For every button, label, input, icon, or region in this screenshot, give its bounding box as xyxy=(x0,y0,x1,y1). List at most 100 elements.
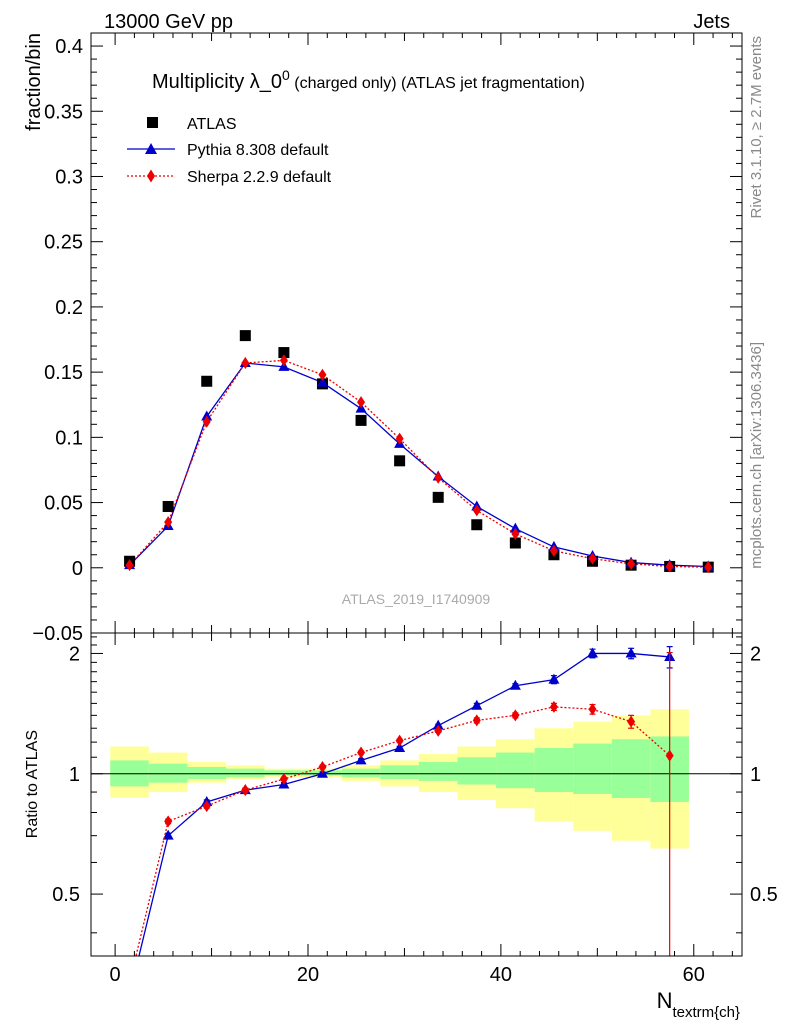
top-ytick-label: 0.35 xyxy=(44,101,83,123)
bottom-ylabel: Ratio to ATLAS xyxy=(24,730,41,838)
ratio-bands xyxy=(91,709,742,849)
sherpa-ratio-point xyxy=(395,734,404,747)
bottom-frame xyxy=(90,632,743,957)
legend: ATLAS Pythia 8.308 default Sherpa 2.2.9 … xyxy=(127,116,332,186)
bottom-ytick-label-right: 1 xyxy=(750,764,761,786)
legend-label-pythia: Pythia 8.308 default xyxy=(187,142,329,159)
atlas-point xyxy=(509,537,521,549)
xtick-label: 0 xyxy=(110,964,121,986)
top-ytick-label: 0.25 xyxy=(44,232,83,254)
xlabel-sub: textrm{ch} xyxy=(672,1004,740,1021)
sherpa-point xyxy=(357,396,366,409)
sherpa-ratio-point xyxy=(549,700,558,713)
watermark: ATLAS_2019_I1740909 xyxy=(342,591,491,607)
stat-uncertainty-band xyxy=(418,762,458,781)
atlas-point xyxy=(239,330,251,342)
legend-label-atlas: ATLAS xyxy=(187,116,237,133)
sherpa-ratio-point xyxy=(279,773,288,786)
pythia-point xyxy=(201,410,213,421)
sherpa-ratio-point xyxy=(511,709,520,722)
sherpa-point xyxy=(472,504,481,517)
legend-marker-atlas xyxy=(147,117,158,128)
sherpa-point xyxy=(434,471,443,484)
bottom-axes: 0.5 0.51 12 20 20 40 60 xyxy=(52,633,778,986)
sherpa-point xyxy=(164,516,173,529)
header-left: 13000 GeV pp xyxy=(104,11,233,33)
top-ytick-label: 0.4 xyxy=(55,36,83,58)
legend-label-sherpa: Sherpa 2.2.9 default xyxy=(187,169,332,186)
ratio-clip-group xyxy=(135,646,676,956)
legend-marker-pythia xyxy=(145,143,157,154)
pythia-line xyxy=(129,362,709,568)
atlas-point xyxy=(394,455,406,467)
top-marks xyxy=(124,330,714,574)
pythia-ratio-point xyxy=(162,829,174,840)
stat-uncertainty-band xyxy=(534,748,574,793)
bottom-ytick-label: 0.5 xyxy=(52,884,80,906)
top-axes: −0.05 0 0.05 0.1 0.15 0.2 0.25 0.3 0.35 0.4 xyxy=(32,33,742,645)
atlas-point xyxy=(471,519,483,531)
stat-uncertainty-band xyxy=(457,757,497,785)
xtick-label: 60 xyxy=(683,964,705,986)
sherpa-ratio-point xyxy=(665,749,674,762)
sherpa-ratio-point xyxy=(241,784,250,797)
sherpa-point xyxy=(511,527,520,540)
sherpa-ratio-point xyxy=(434,724,443,737)
sherpa-point xyxy=(395,432,404,445)
sherpa-line xyxy=(129,359,709,568)
pythia-ratio-point xyxy=(625,647,637,658)
stat-uncertainty-band xyxy=(264,770,304,776)
sherpa-ratio-point xyxy=(164,815,173,828)
stat-uncertainty-band xyxy=(573,743,612,794)
sherpa-point xyxy=(588,552,597,565)
sherpa-point xyxy=(549,544,558,557)
stat-uncertainty-band xyxy=(611,739,651,798)
bottom-ytick-label: 1 xyxy=(69,764,80,786)
atlas-point xyxy=(201,375,213,387)
pythia-ratio-point xyxy=(471,699,483,710)
bottom-ytick-label: 2 xyxy=(69,643,80,665)
sherpa-point xyxy=(279,354,288,367)
side-label-mcplots: mcplots.cern.ch [arXiv:1306.3436] xyxy=(748,342,765,569)
sherpa-ratio-line xyxy=(135,706,671,956)
stat-uncertainty-band xyxy=(226,768,265,778)
title-sup: 0 xyxy=(282,67,290,83)
sherpa-point xyxy=(704,561,713,574)
pythia-ratio-point xyxy=(355,754,367,765)
bottom-panel: 0.5 0.51 12 20 20 40 60 Ratio to ATLAS Ntextrm… xyxy=(24,632,778,1021)
pythia-ratio-point xyxy=(432,719,444,730)
bottom-ytick-label-right: 2 xyxy=(750,643,761,665)
title-main: Multiplicity λ_0 xyxy=(152,71,282,93)
xlabel-main: N xyxy=(657,988,673,1013)
pythia-ratio-point xyxy=(394,742,406,753)
sherpa-ratio-point xyxy=(202,800,211,813)
xtick-label: 20 xyxy=(297,964,319,986)
atlas-point xyxy=(278,347,290,359)
legend-marker-sherpa xyxy=(147,169,155,183)
title-suffix: (charged only) (ATLAS jet fragmentation) xyxy=(290,75,585,92)
top-ylabel: fraction/bin xyxy=(23,33,45,131)
header-right: Jets xyxy=(693,11,730,33)
sherpa-point xyxy=(241,357,250,369)
pythia-point xyxy=(316,376,328,387)
top-ytick-label: 0.2 xyxy=(55,297,83,319)
top-title: Multiplicity λ_00 (charged only) (ATLAS … xyxy=(152,67,585,93)
pythia-ratio-point xyxy=(587,647,599,658)
pythia-ratio-point xyxy=(548,673,560,684)
sherpa-ratio-point xyxy=(318,760,327,773)
side-label-rivet: Rivet 3.1.10, ≥ 2.7M events xyxy=(748,36,765,219)
top-panel: −0.05 0 0.05 0.1 0.15 0.2 0.25 0.3 0.35 0.4 Multi… xyxy=(23,32,743,645)
sherpa-ratio-point xyxy=(627,715,636,728)
sherpa-ratio-point xyxy=(472,714,481,727)
top-ytick-label: 0.1 xyxy=(55,427,83,449)
top-ytick-label: 0.05 xyxy=(44,493,83,515)
stat-uncertainty-band xyxy=(148,763,188,783)
xtick-label: 40 xyxy=(490,964,512,986)
sherpa-point xyxy=(627,557,636,570)
top-ytick-label: 0 xyxy=(72,558,83,580)
atlas-point xyxy=(162,500,174,512)
atlas-point xyxy=(432,491,444,503)
top-ytick-label: 0.15 xyxy=(44,362,83,384)
sherpa-point xyxy=(202,415,211,428)
